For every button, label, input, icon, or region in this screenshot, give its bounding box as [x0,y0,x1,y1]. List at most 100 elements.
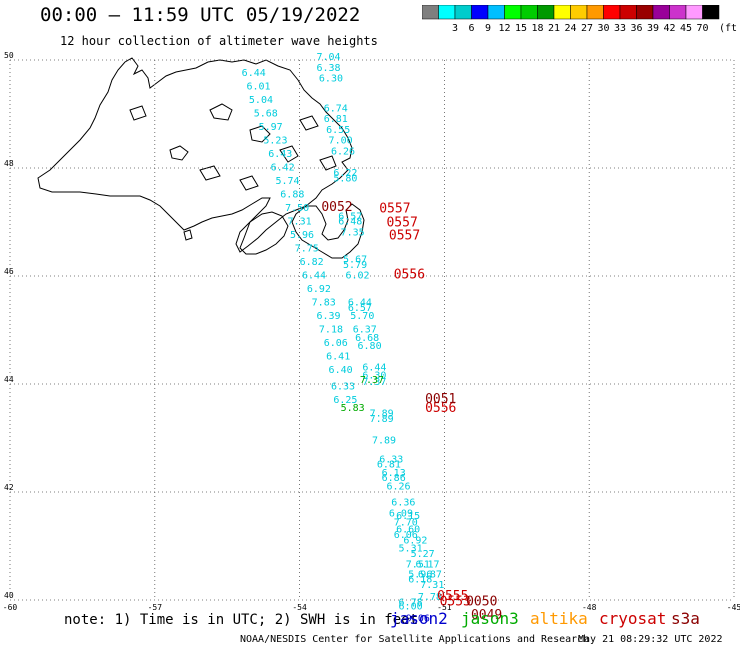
wave-height-label: 6.87 [418,569,442,580]
wave-height-label: 6.36 [391,498,415,509]
cryosat-pass-label: 0556 [394,268,425,283]
wave-height-label: 6.68 [355,333,379,344]
inlet-outline-9 [319,155,337,171]
lat-tick-label: 46 [4,267,14,276]
map-title: 00:00 – 11:59 UTC 05/19/2022 [40,4,361,26]
cryosat-pass-label: 0557 [389,228,420,243]
footer-timestamp: May 21 08:29:32 UTC 2022 [578,634,723,645]
newfoundland-island-outline [37,57,353,253]
wave-height-label: 5.70 [350,311,374,322]
wave-height-label: 6.44 [242,68,266,79]
wave-height-label: 5.74 [275,176,299,187]
lat-tick-label: 42 [4,483,14,492]
wave-height-label: 7.75 [295,244,319,255]
wave-height-label: 6.09 [389,508,413,519]
wave-height-label: 6.78 [399,597,423,608]
legend-tick-label: 15 [515,23,527,34]
wave-height-label: 6.81 [324,114,348,125]
wave-height-label: 6.06 [324,338,348,349]
wave-height-label: 6.15 [396,511,420,522]
jason3-wave-height-label: 7.37 [360,375,384,386]
wave-height-label: 5.79 [343,260,367,271]
wave-height-label: 5.23 [263,136,287,147]
wave-height-label: 6.01 [247,82,271,93]
inlet-outline-1 [169,145,189,161]
wave-height-label: 6.80 [358,341,382,352]
axis-labels: 50 48 46 44 42 40 -60 -57 -54 -51 -48 -45 [3,51,740,612]
legend-tick-label: 18 [531,23,543,34]
wave-height-label: 6.30 [362,371,386,382]
wave-height-label: 6.74 [324,103,348,114]
wave-height-label: 6.57 [348,303,372,314]
wave-height-label: 5.80 [333,174,357,185]
wave-height-label: 6.00 [399,602,423,613]
wave-height-label: 6.44 [362,363,386,374]
wave-height-label: 6.26 [386,481,410,492]
cryosat-pass-label: 0553 [440,594,471,609]
wave-height-label: 6.44 [302,271,326,282]
footer-note: note: 1) Time is in UTC; 2) SWH is in fe… [64,612,419,628]
wave-height-label: 6.88 [280,190,304,201]
wave-height-label: 6.43 [268,149,292,160]
lat-tick-label: 50 [4,51,14,60]
wave-height-label: 6.38 [316,63,340,74]
inlet-outline-4 [279,145,299,163]
wave-height-label: 6.82 [300,257,324,268]
legend-tick-label: 12 [498,23,510,34]
wave-height-label: 7.51 [406,560,430,571]
wave-height-label: 6.48 [338,217,362,228]
island-outline [183,229,193,241]
legend-tick-label: 24 [564,23,576,34]
wave-height-label: 6.42 [271,163,295,174]
legend-tick-label: 30 [597,23,609,34]
avalon-peninsula-outline [291,203,365,259]
wave-height-label: 6.41 [326,352,350,363]
wave-height-label: 6.18 [408,575,432,586]
burin-peninsula-outline [239,211,289,255]
legend-tick-label: 45 [680,23,692,34]
mission-label-s3a: s3a [671,609,700,628]
legend-tick-label: 36 [630,23,642,34]
wave-height-label: 6.81 [377,460,401,471]
inlet-outline-6 [199,165,221,181]
wave-height-label: 7.31 [420,580,444,591]
wave-height-label: 7.31 [288,217,312,228]
legend-tick-label: 33 [614,23,626,34]
wave-height-label: 6.55 [326,125,350,136]
wave-height-label: 7.89 [372,435,396,446]
s3a-pass-label: 0050 [466,594,497,609]
lon-tick-label: -48 [582,603,597,612]
wave-height-label: 6.39 [316,311,340,322]
mission-label-jason3: jason3 [461,609,519,628]
mission-label-jason2: jason2 [390,609,448,628]
wave-height-label: 5.96 [290,230,314,241]
jason2-wave-height-label: 9.06 [406,614,430,625]
legend-tick-label: 6 [468,23,474,34]
wave-height-label: 6.30 [319,74,343,85]
mission-label-cryosat: cryosat [599,609,667,628]
wave-height-label: 5.27 [411,549,435,560]
wave-height-label: 7.37 [362,377,386,388]
mission-label-altika: altika [530,609,588,628]
inlet-outline-8 [239,175,259,191]
legend-tick-label: 3 [452,23,458,34]
lat-tick-label: 44 [4,375,14,384]
inlet-outline-2 [209,103,233,121]
inlet-outline-5 [299,115,319,131]
wave-height-label: 6.13 [382,468,406,479]
wave-height-label: 7.89 [370,408,394,419]
lat-tick-label: 48 [4,159,14,168]
legend-unit-label: (ft) [719,23,738,34]
lon-tick-label: -45 [727,603,740,612]
wave-height-label: 7.50 [285,203,309,214]
wave-height-label: 6.25 [333,395,357,406]
wave-height-label: 6.33 [379,454,403,465]
lat-tick-label: 40 [4,591,14,600]
wave-height-label: 7.35 [341,228,365,239]
s3a-pass-label: 0051 [425,392,456,407]
lat-lon-grid [9,59,735,601]
wave-height-label: 6.60 [396,525,420,536]
wave-height-label: 6.86 [382,473,406,484]
wave-height-label: 5.31 [399,543,423,554]
